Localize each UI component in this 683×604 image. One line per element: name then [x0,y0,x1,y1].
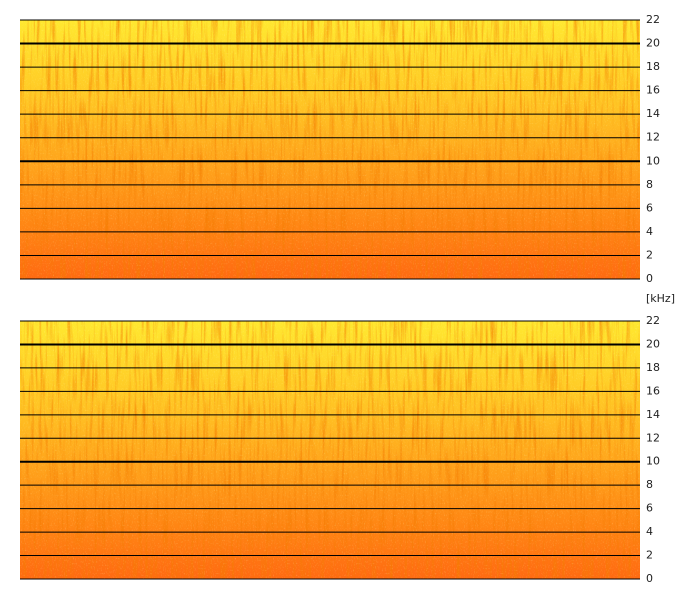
y-tick-label: 8 [646,478,653,491]
y-tick-label: 22 [646,13,660,26]
y-tick-label: 2 [646,248,653,261]
y-tick-label: 18 [646,60,660,73]
y-tick-label: 10 [646,455,660,468]
y-tick-label: 16 [646,84,660,97]
y-tick-label: 8 [646,178,653,191]
y-tick-label: 22 [646,314,660,327]
y-tick-label: 20 [646,337,660,350]
y-tick-label: 4 [646,525,653,538]
y-tick-label: 16 [646,384,660,397]
y-tick-label: 4 [646,225,653,238]
y-tick-label: 0 [646,272,653,285]
y-tick-label: 2 [646,549,653,562]
y-tick-label: 12 [646,431,660,444]
y-tick-label: 20 [646,37,660,50]
y-tick-label: 14 [646,408,660,421]
y-tick-label: 10 [646,154,660,167]
y-tick-label: 14 [646,107,660,120]
y-tick-label: 18 [646,361,660,374]
spectrogram-speckle [20,321,640,579]
y-tick-label: 12 [646,131,660,144]
y-tick-label: 6 [646,502,653,515]
y-tick-label: 6 [646,201,653,214]
y-axis-unit: [kHz] [646,292,675,305]
y-tick-label: 0 [646,572,653,585]
spectrogram-speckle [20,20,640,279]
